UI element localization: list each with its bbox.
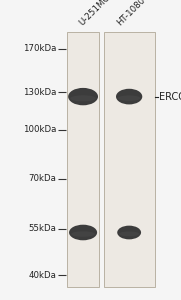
Text: 130kDa: 130kDa bbox=[23, 88, 56, 97]
Bar bbox=[104, 32, 155, 286]
Text: 100kDa: 100kDa bbox=[23, 125, 56, 134]
Ellipse shape bbox=[70, 95, 96, 101]
Text: 70kDa: 70kDa bbox=[28, 174, 56, 183]
Text: ERCC4: ERCC4 bbox=[159, 92, 181, 102]
Text: 170kDa: 170kDa bbox=[23, 44, 56, 53]
Text: 40kDa: 40kDa bbox=[28, 271, 56, 280]
Bar bbox=[67, 32, 99, 286]
Ellipse shape bbox=[69, 225, 97, 240]
Text: 55kDa: 55kDa bbox=[28, 224, 56, 233]
Ellipse shape bbox=[117, 226, 141, 239]
Text: U-251MG: U-251MG bbox=[77, 0, 112, 27]
Ellipse shape bbox=[68, 88, 98, 105]
Text: HT-1080: HT-1080 bbox=[115, 0, 147, 27]
Ellipse shape bbox=[71, 231, 95, 237]
Ellipse shape bbox=[119, 232, 139, 236]
Ellipse shape bbox=[118, 95, 140, 101]
Ellipse shape bbox=[116, 89, 142, 104]
